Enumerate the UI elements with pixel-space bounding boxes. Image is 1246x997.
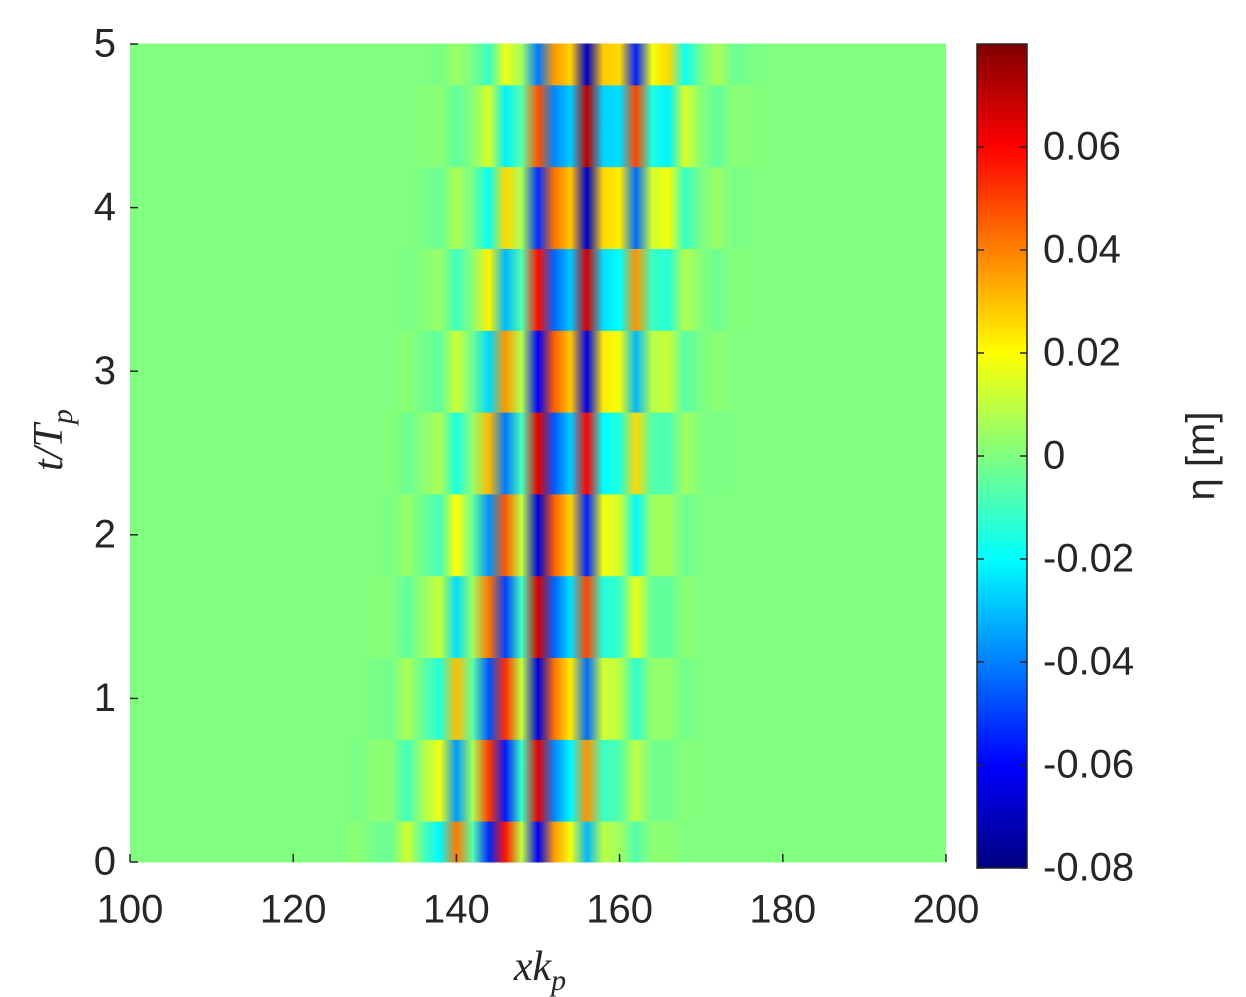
heatmap-row bbox=[130, 820, 946, 863]
heatmap-row bbox=[130, 329, 946, 413]
heatmap-row bbox=[130, 411, 946, 495]
x-axis-label: xkp bbox=[513, 944, 566, 997]
y-tick-label: 2 bbox=[94, 512, 116, 556]
colorbar-tick-label: 0 bbox=[1043, 434, 1065, 478]
x-tick-label: 100 bbox=[97, 888, 164, 932]
colorbar-tick-label: 0.06 bbox=[1043, 125, 1121, 169]
colorbar-tick-label: -0.04 bbox=[1043, 640, 1134, 684]
heatmap-row bbox=[130, 43, 946, 86]
y-tick-label: 1 bbox=[94, 676, 116, 720]
heatmap-row bbox=[130, 493, 946, 577]
heatmap-row bbox=[130, 84, 946, 168]
heatmap-row bbox=[130, 657, 946, 740]
colorbar bbox=[976, 43, 1028, 869]
y-tick-label: 5 bbox=[94, 22, 116, 66]
colorbar-tick-label: 0.02 bbox=[1043, 331, 1121, 375]
y-axis-label: t/Tp bbox=[26, 409, 79, 471]
colorbar-tick-label: -0.06 bbox=[1043, 743, 1134, 787]
x-tick-label: 200 bbox=[913, 888, 980, 932]
plot-area bbox=[130, 43, 946, 863]
x-axis-label-main: xk bbox=[513, 944, 553, 990]
y-tick-label: 0 bbox=[94, 840, 116, 884]
heatmap-row bbox=[130, 738, 946, 822]
x-tick-label: 140 bbox=[423, 888, 490, 932]
heatmap-row bbox=[130, 575, 946, 658]
colorbar-tick-label: 0.04 bbox=[1043, 228, 1121, 272]
colorbar-label: η [m] bbox=[1179, 412, 1223, 501]
x-tick-label: 120 bbox=[260, 888, 327, 932]
y-axis-label-main: t/T bbox=[26, 422, 72, 471]
x-tick-label: 180 bbox=[749, 888, 816, 932]
colorbar-tick-label: -0.08 bbox=[1043, 846, 1134, 890]
y-tick-label: 4 bbox=[94, 185, 116, 229]
colorbar-tick-label: -0.02 bbox=[1043, 537, 1134, 581]
y-tick-label: 3 bbox=[94, 349, 116, 393]
x-tick-label: 160 bbox=[586, 888, 653, 932]
heatmap-row bbox=[130, 248, 946, 331]
heatmap-row bbox=[130, 166, 946, 249]
y-axis-label-sub: p bbox=[46, 409, 79, 426]
x-axis-label-sub: p bbox=[549, 964, 566, 997]
